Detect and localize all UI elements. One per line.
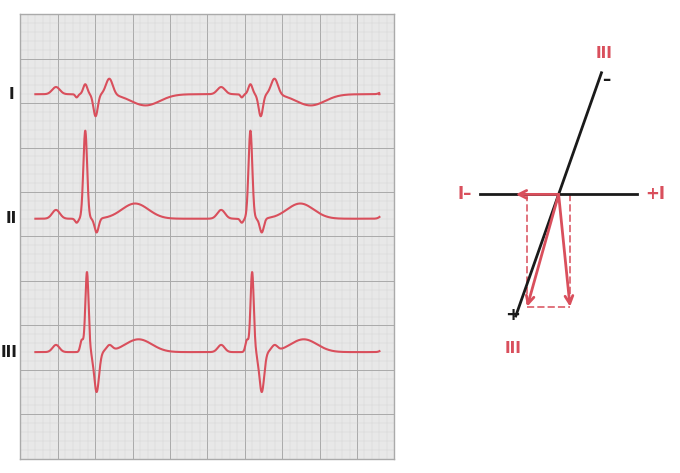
- Text: –: –: [602, 71, 611, 89]
- Text: III: III: [505, 324, 522, 357]
- Text: +I: +I: [646, 185, 666, 203]
- Text: I: I: [9, 87, 14, 102]
- Text: III: III: [1, 345, 18, 359]
- Text: II: II: [6, 211, 17, 226]
- Text: III: III: [596, 45, 613, 61]
- Text: I–: I–: [457, 185, 471, 203]
- Text: +: +: [505, 306, 520, 324]
